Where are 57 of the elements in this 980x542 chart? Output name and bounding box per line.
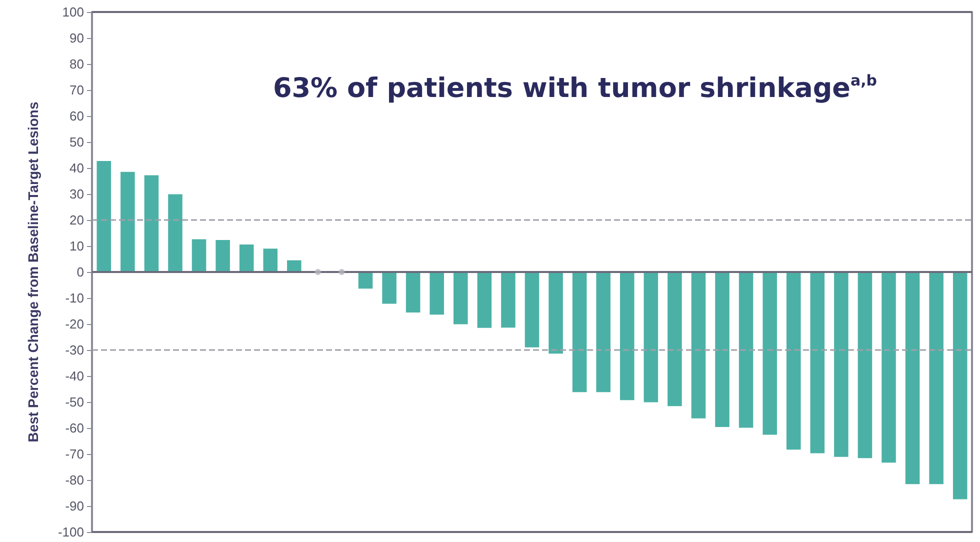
bar <box>96 160 112 272</box>
y-tick-label: 40 <box>70 160 84 176</box>
bar <box>168 194 182 272</box>
y-tick-label: -100 <box>58 524 84 540</box>
y-tick-label: -30 <box>65 342 84 358</box>
bar <box>144 175 159 272</box>
bar <box>691 272 706 418</box>
bar <box>668 272 682 406</box>
y-tick-label: 70 <box>70 82 84 98</box>
bar <box>501 272 516 328</box>
bar <box>430 272 444 315</box>
bar <box>882 272 896 463</box>
y-tick-label: 100 <box>62 4 84 20</box>
y-tick-label: 60 <box>70 108 84 124</box>
bar <box>810 272 825 454</box>
bar <box>834 272 848 457</box>
bar <box>239 244 254 272</box>
y-tick-label: 50 <box>70 134 84 150</box>
bar <box>548 272 563 354</box>
y-tick-label: 0 <box>76 264 84 280</box>
bar <box>454 272 468 324</box>
bar <box>358 272 373 289</box>
y-tick-label: 10 <box>70 238 84 254</box>
y-tick-label: 30 <box>70 186 84 202</box>
y-tick-label: -60 <box>65 420 84 436</box>
y-tick-label: 90 <box>70 30 84 46</box>
bar <box>762 272 777 435</box>
bar <box>620 272 634 400</box>
y-tick-label: -80 <box>65 472 84 488</box>
bar <box>263 248 278 272</box>
bar <box>216 240 230 272</box>
bar <box>786 272 801 450</box>
bar <box>858 272 872 458</box>
bar <box>644 272 658 402</box>
y-tick-label: -10 <box>65 290 84 306</box>
y-tick-label: -70 <box>65 446 84 462</box>
bar <box>952 272 968 500</box>
bar <box>738 272 754 428</box>
y-tick-label: -50 <box>65 394 84 410</box>
bar <box>572 272 587 392</box>
bar <box>406 272 420 313</box>
bar <box>524 272 540 348</box>
bar <box>715 272 730 427</box>
bar <box>929 272 944 484</box>
bar <box>192 239 206 272</box>
y-tick-label: -40 <box>65 368 84 384</box>
bar <box>477 272 492 328</box>
y-tick-label: 20 <box>70 212 84 228</box>
y-tick-label: 80 <box>70 56 84 72</box>
bar <box>905 272 920 484</box>
bar <box>287 260 302 272</box>
bar <box>120 172 135 272</box>
bar <box>596 272 610 392</box>
y-tick-label: -90 <box>65 498 84 514</box>
y-axis-title: Best Percent Change from Baseline-Target Lesions <box>25 102 41 442</box>
bar <box>382 272 396 304</box>
y-tick-label: -20 <box>65 316 84 332</box>
